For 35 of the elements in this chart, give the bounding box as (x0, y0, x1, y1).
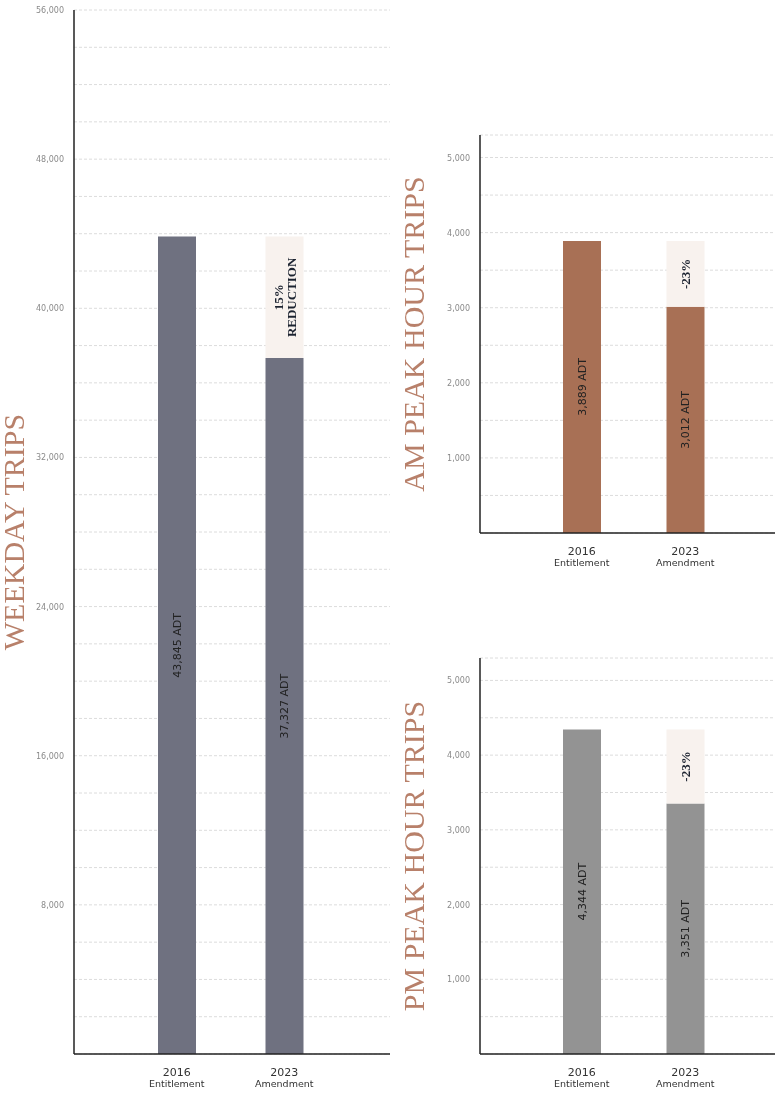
x-tick-label: 2023 Amendment (255, 1066, 314, 1089)
x-tick-label: 2016 Entitlement (554, 545, 610, 568)
y-axis-title: PM PEAK HOUR TRIPS (397, 700, 430, 1012)
annotation: -23% (678, 258, 694, 290)
data-label: 3,351 ADT (679, 899, 693, 958)
y-tick-label: 4,000 (447, 228, 470, 238)
y-tick-label: 40,000 (36, 304, 64, 314)
annotation: 15% REDUCTION (270, 257, 299, 338)
data-label: 3,012 ADT (679, 390, 693, 449)
y-tick-label: 1,000 (447, 975, 470, 985)
annotation: -23% (678, 751, 694, 782)
y-tick-label: 56,000 (36, 6, 64, 15)
x-tick-label: 2016 Entitlement (149, 1066, 205, 1089)
y-tick-label: 24,000 (36, 602, 64, 612)
data-label: 37,327 ADT (278, 673, 292, 739)
y-tick-label: 8,000 (41, 900, 64, 910)
y-tick-label: 5,000 (447, 676, 470, 686)
data-label: 4,344 ADT (575, 862, 589, 921)
data-label: 3,889 ADT (575, 357, 589, 416)
y-tick-label: 5,000 (447, 153, 470, 163)
x-tick-label: 2023 Amendment (656, 545, 715, 568)
x-tick-label: 2023 Amendment (656, 1066, 715, 1089)
y-tick-label: 3,000 (447, 303, 470, 313)
x-tick-label: 2016 Entitlement (554, 1066, 610, 1089)
y-tick-label: 16,000 (36, 751, 64, 761)
y-tick-label: 4,000 (447, 751, 470, 761)
y-tick-label: 2,000 (447, 378, 470, 388)
y-tick-label: 3,000 (447, 825, 470, 835)
data-label: 43,845 ADT (170, 612, 184, 678)
y-tick-label: 32,000 (36, 453, 64, 463)
y-tick-label: 48,000 (36, 155, 64, 165)
y-tick-label: 2,000 (447, 900, 470, 910)
y-tick-label: 1,000 (447, 453, 470, 463)
y-axis-title: WEEKDAY TRIPS (0, 413, 30, 651)
y-axis-title: AM PEAK HOUR TRIPS (397, 176, 430, 492)
